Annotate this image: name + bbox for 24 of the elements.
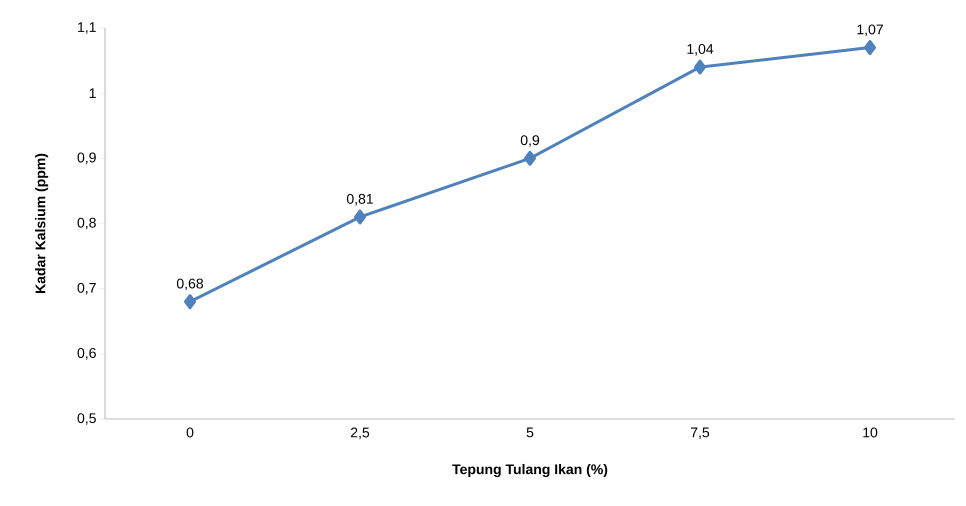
x-tick-label: 7,5: [691, 428, 710, 439]
point: [694, 60, 706, 75]
y-tick-label: 0,5: [78, 413, 96, 425]
x-tick-label: 0: [186, 428, 194, 438]
x-tick-label: 10: [863, 428, 878, 438]
y-tick-label: 0,7: [78, 282, 96, 294]
data-label: 1,04: [687, 44, 714, 56]
point: [184, 294, 196, 310]
y-axis-title: Kadar Kalsium (ppm): [35, 154, 48, 293]
point: [864, 40, 876, 56]
x-tick-label: 2,5: [350, 428, 370, 440]
y-tick-label: 1,1: [78, 22, 96, 34]
y-tick-label: 0,9: [78, 152, 96, 164]
y-tick-label: 1: [90, 88, 96, 98]
y-tick-label: 0,6: [78, 348, 96, 360]
x-axis-title: Tepung Tulang Ikan (%): [452, 464, 608, 478]
y-tick-label: 0,8: [78, 218, 96, 230]
data-label: 0,9: [520, 135, 540, 147]
data-label: 1,07: [857, 24, 883, 36]
x-tick-label: 5: [526, 428, 534, 438]
point: [354, 209, 366, 224]
data-label: 0,81: [346, 194, 373, 206]
point: [524, 150, 536, 166]
data-label: 0,68: [176, 278, 204, 290]
